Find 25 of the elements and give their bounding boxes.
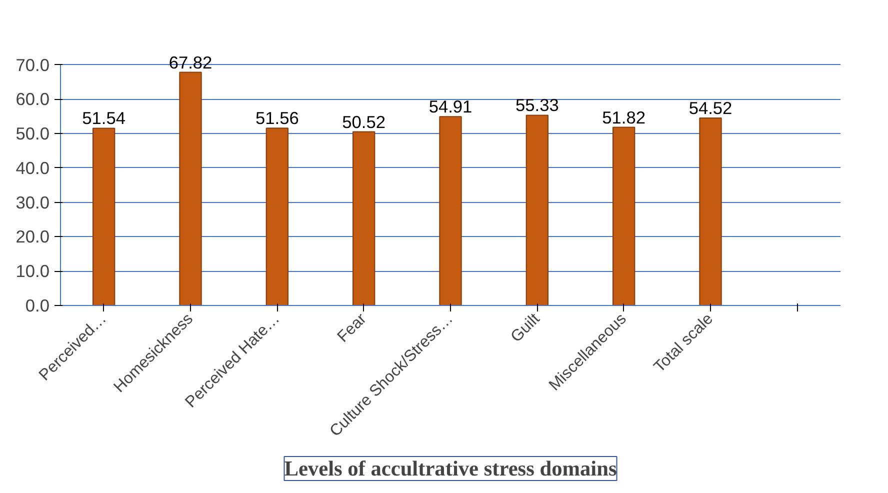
y-tick-label: 30.0 xyxy=(16,192,50,212)
data-label: 51.82 xyxy=(602,107,646,128)
bar xyxy=(352,131,376,306)
bar xyxy=(612,126,636,306)
x-tick-label: Guilt xyxy=(508,310,544,346)
y-tick-label: 60.0 xyxy=(16,89,50,110)
data-label: 51.56 xyxy=(255,108,299,128)
data-label: 54.91 xyxy=(428,96,472,117)
y-tick-label: 40.0 xyxy=(16,158,50,178)
bar xyxy=(92,128,116,306)
y-tick-label: 20.0 xyxy=(16,226,50,247)
y-tick-label: 10.0 xyxy=(16,261,50,282)
text: Levels of accultrative stress domains xyxy=(284,456,617,480)
data-label: 50.52 xyxy=(342,112,386,132)
bar xyxy=(699,117,722,306)
y-tick-label: 0.0 xyxy=(25,296,50,316)
y-tick-label: 50.0 xyxy=(16,124,50,144)
data-label: 54.52 xyxy=(688,98,732,118)
bar xyxy=(439,116,462,306)
bar xyxy=(266,128,288,306)
bar xyxy=(179,72,202,306)
data-label: 51.54 xyxy=(82,108,126,128)
bar xyxy=(526,114,548,306)
data-label: 55.33 xyxy=(515,95,559,116)
y-tick-label: 70.0 xyxy=(16,54,50,75)
